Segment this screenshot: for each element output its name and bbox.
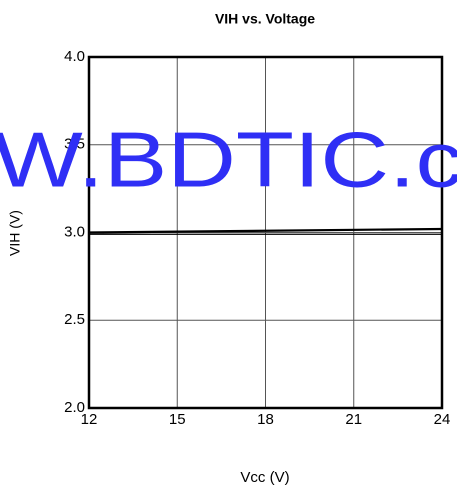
x-tick-label: 21 xyxy=(345,411,362,428)
y-axis-label: VIH (V) xyxy=(7,210,23,256)
watermark: W.BDTIC.c xyxy=(0,116,457,204)
y-tick-label: 3.5 xyxy=(64,136,85,153)
y-tick-label: 2.5 xyxy=(64,311,85,328)
x-tick-label: 24 xyxy=(434,411,451,428)
x-tick-label: 15 xyxy=(169,411,186,428)
chart-title: VIH vs. Voltage xyxy=(215,11,315,27)
y-tick-label: 3.0 xyxy=(64,223,85,240)
x-tick-label: 18 xyxy=(257,411,274,428)
x-tick-label: 12 xyxy=(81,411,98,428)
x-axis-label: Vcc (V) xyxy=(240,469,289,486)
y-tick-label: 4.0 xyxy=(64,48,85,65)
y-tick-label: 2.0 xyxy=(64,399,85,416)
data-line xyxy=(88,227,443,234)
